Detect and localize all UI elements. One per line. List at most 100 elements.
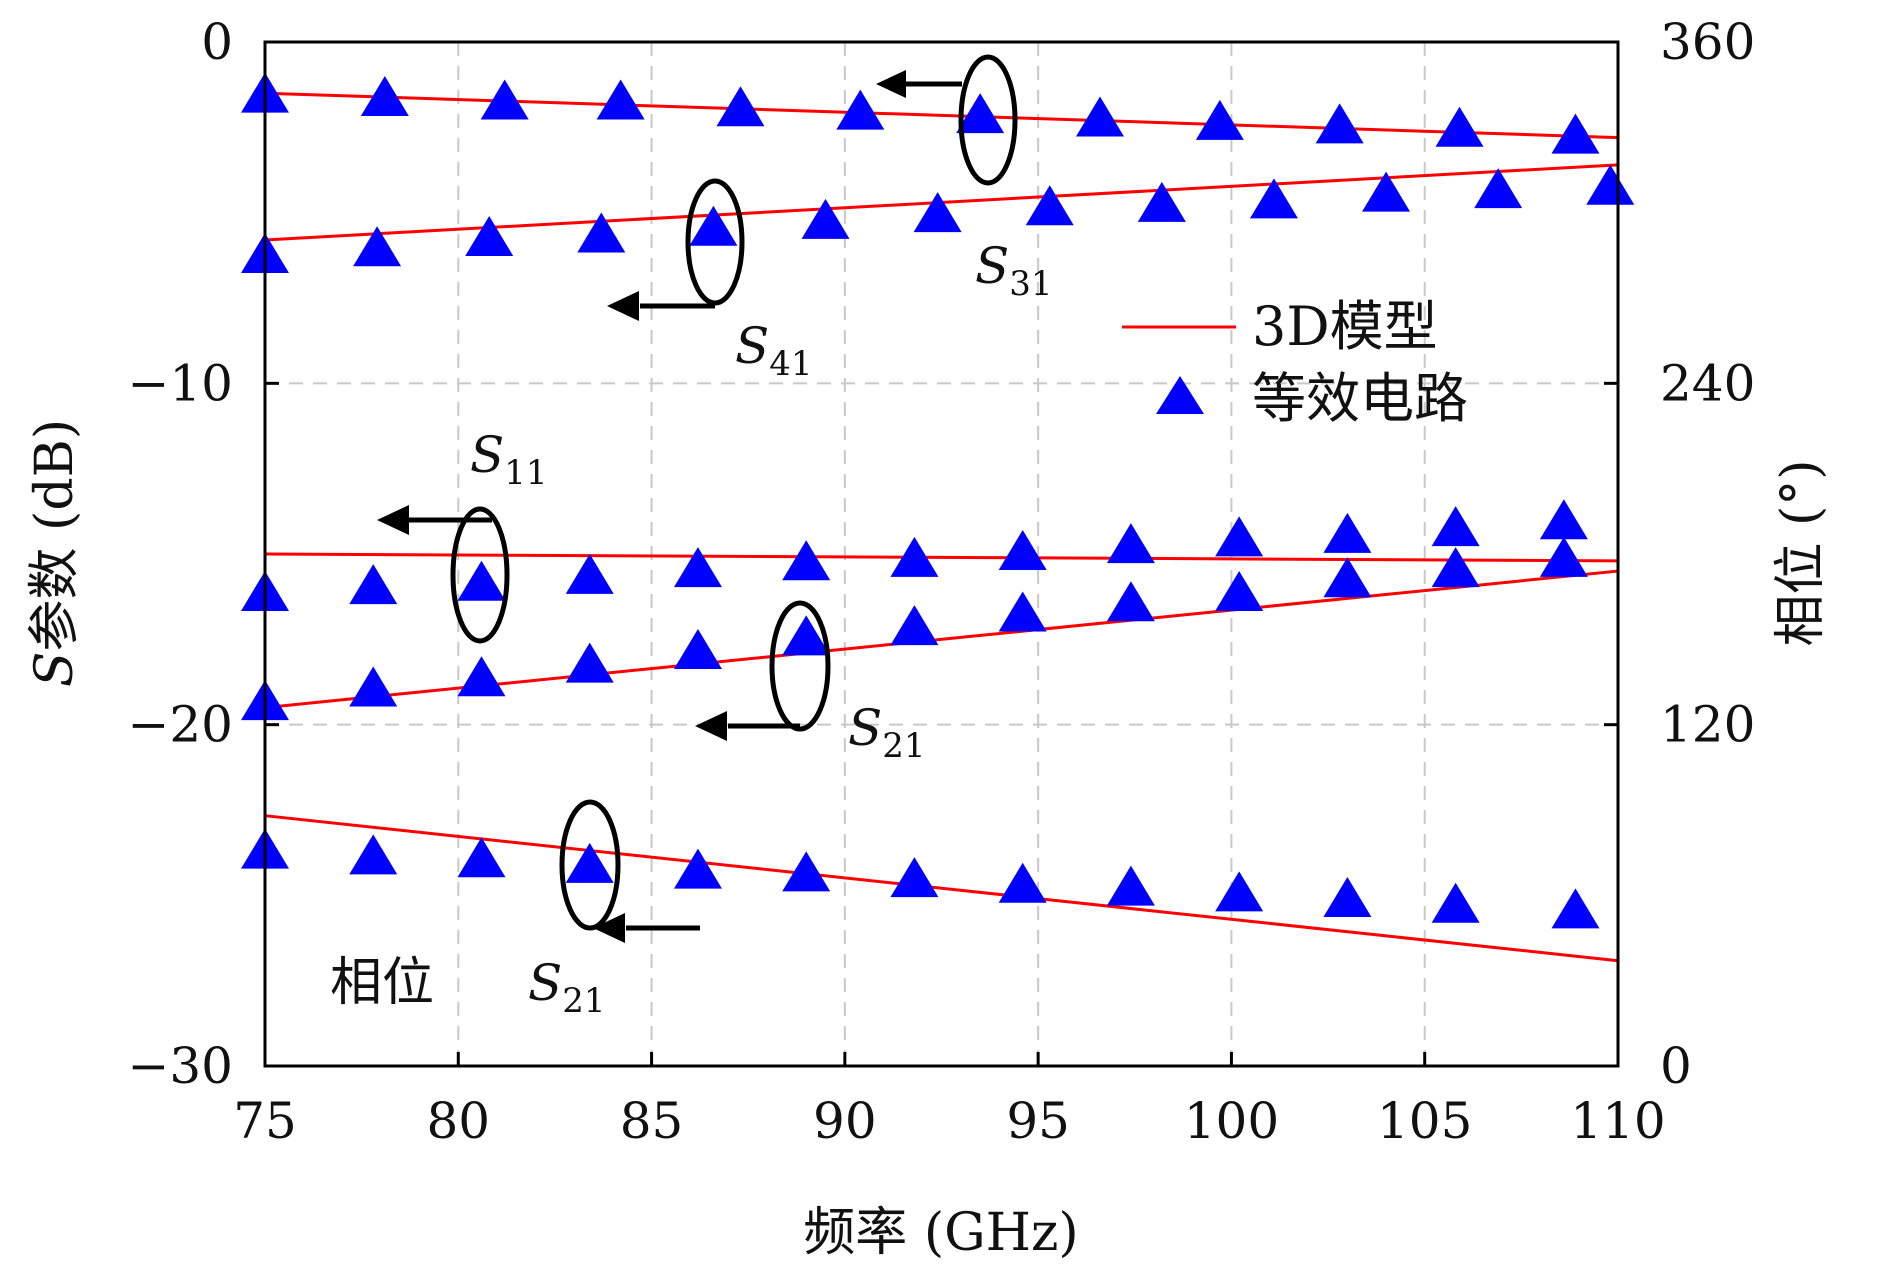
marker-triangle xyxy=(1435,106,1484,147)
s11-arrow-head xyxy=(377,505,409,535)
s31-arrow-head xyxy=(876,70,906,98)
marker-triangle xyxy=(782,540,831,581)
marker-triangle xyxy=(1323,512,1372,553)
s21-phase-label-sub: 21 xyxy=(562,981,605,1021)
marker-triangle xyxy=(1431,547,1480,588)
s21-phase-ellipse xyxy=(559,799,621,931)
marker-triangle xyxy=(890,536,939,577)
marker-triangle xyxy=(565,842,614,883)
marker-triangle xyxy=(457,656,506,697)
s31-label: S31 xyxy=(975,237,1053,304)
legend-triangle-swatch xyxy=(1156,376,1204,414)
x-tick-label: 95 xyxy=(1006,1092,1070,1150)
y-right-tick-label: 0 xyxy=(1660,1037,1692,1095)
x-tick-label: 90 xyxy=(813,1092,877,1150)
marker-triangle xyxy=(998,862,1047,903)
s41-label-sub: 41 xyxy=(769,344,812,384)
s41-ellipse xyxy=(685,178,745,306)
y-left-axis-title-prefix: S xyxy=(25,651,85,687)
series-line-S31 xyxy=(264,91,1619,140)
marker-triangle xyxy=(1551,888,1600,929)
marker-triangle xyxy=(1323,877,1372,918)
marker-triangle xyxy=(1551,113,1600,154)
y-right-tick-label: 240 xyxy=(1660,354,1755,412)
legend-label-3d-model: 3D模型 xyxy=(1252,295,1438,358)
marker-triangle xyxy=(465,215,514,256)
s41-label: S41 xyxy=(735,317,813,384)
marker-triangle xyxy=(998,530,1047,570)
marker-triangle xyxy=(673,628,722,669)
legend-label-equivalent-circuit: 等效电路 xyxy=(1252,367,1468,430)
s21-arrow-head xyxy=(695,711,727,741)
x-tick-label: 80 xyxy=(426,1092,490,1150)
legend: 3D模型 等效电路 xyxy=(1122,295,1468,430)
x-tick-label: 100 xyxy=(1184,1092,1279,1150)
marker-triangle xyxy=(1215,516,1264,557)
s11-label: S11 xyxy=(470,426,548,493)
y-left-tick-label: −30 xyxy=(127,1037,233,1095)
marker-triangle xyxy=(1106,865,1155,906)
marker-triangle xyxy=(673,848,722,889)
marker-triangle xyxy=(801,198,850,239)
y-left-tick-label: 0 xyxy=(201,13,233,71)
marker-triangle xyxy=(782,851,831,892)
marker-triangle xyxy=(1474,168,1523,209)
y-left-tick-label: −10 xyxy=(127,354,233,412)
s21-label-s: S xyxy=(848,699,882,757)
marker-triangle xyxy=(1025,185,1074,226)
y-right-tick-label: 120 xyxy=(1660,696,1755,754)
marker-triangle xyxy=(353,226,402,267)
marker-triangle xyxy=(1195,99,1244,140)
marker-triangle xyxy=(1315,103,1364,144)
s31-label-sub: 31 xyxy=(1009,264,1052,304)
s21-phase-label: S21 xyxy=(528,954,606,1021)
s31-label-s: S xyxy=(975,237,1009,295)
phase-annotation: 相位 xyxy=(330,953,434,1013)
s21-phase-arrow-head xyxy=(593,913,625,943)
s21-ellipse xyxy=(769,600,831,732)
series-line-S11 xyxy=(264,552,1619,563)
y-right-tick-label: 360 xyxy=(1660,13,1755,71)
marker-triangle xyxy=(1106,581,1155,622)
marker-triangle xyxy=(1137,181,1186,222)
series-line-S21-相位 xyxy=(264,814,1619,963)
x-tick-label: 85 xyxy=(620,1092,684,1150)
marker-triangle xyxy=(998,591,1047,632)
marker-triangle xyxy=(1539,536,1588,577)
marker-triangle xyxy=(577,212,626,253)
marker-triangle xyxy=(596,79,645,120)
s21-label-sub: 21 xyxy=(882,726,925,766)
marker-triangle xyxy=(457,560,506,601)
s41-label-s: S xyxy=(735,317,769,375)
marker-triangle xyxy=(1431,882,1480,923)
s11-label-s: S xyxy=(470,426,504,484)
marker-triangle xyxy=(1323,557,1372,598)
y-left-tick-label: −20 xyxy=(127,696,233,754)
marker-triangle xyxy=(565,642,614,683)
x-tick-label: 105 xyxy=(1377,1092,1472,1150)
marker-triangle xyxy=(782,615,831,656)
marker-triangle xyxy=(565,553,614,594)
marker-triangle xyxy=(956,93,1005,134)
s11-ellipse xyxy=(450,506,510,644)
marker-triangle xyxy=(673,547,722,588)
s21-phase-label-s: S xyxy=(528,954,562,1012)
y-right-axis-title: 相位 (°) xyxy=(1771,459,1831,646)
marker-triangle xyxy=(1106,523,1155,564)
marker-triangle xyxy=(890,857,939,898)
plot-frame xyxy=(263,40,1620,1068)
marker-triangle xyxy=(349,666,398,707)
marker-triangle xyxy=(349,834,398,875)
s41-arrow-head xyxy=(607,291,639,321)
marker-triangle xyxy=(360,76,409,117)
marker-triangle xyxy=(1362,171,1411,212)
marker-triangle xyxy=(1431,506,1480,547)
y-left-axis-title: S参数 (dB) xyxy=(25,419,85,687)
marker-triangle xyxy=(1249,178,1298,219)
y-left-axis-title-rest: 参数 (dB) xyxy=(25,419,85,652)
marker-triangle xyxy=(913,192,962,233)
s11-label-sub: 11 xyxy=(504,453,547,493)
